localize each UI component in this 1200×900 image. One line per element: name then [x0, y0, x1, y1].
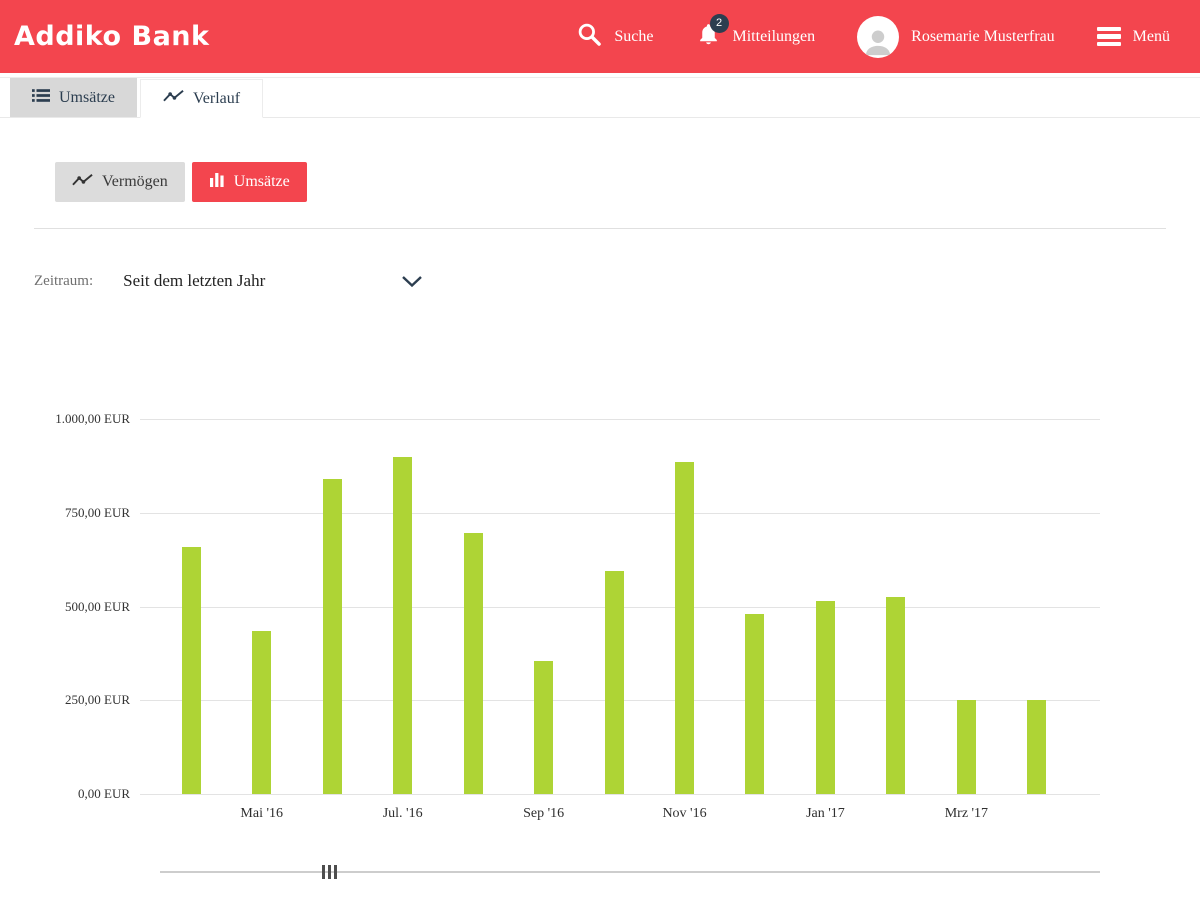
- notifications-button[interactable]: 2 Mitteilungen: [696, 13, 816, 53]
- bar-chart: 1.000,00 EUR 750,00 EUR 500,00 EUR 250,00 E…: [34, 411, 1166, 822]
- x-axis-label: [438, 806, 508, 822]
- umsaetze-toggle-button[interactable]: Umsätze: [191, 162, 307, 202]
- bar-slot: [297, 419, 367, 794]
- scrollbar-track[interactable]: [160, 871, 1100, 873]
- chart-bar: [463, 533, 483, 794]
- gridline: [140, 512, 1100, 514]
- brand-logo: Addiko Bank: [14, 21, 210, 52]
- x-axis-label: Sep '16: [523, 806, 565, 821]
- search-label: Suche: [614, 27, 654, 45]
- x-axis-label: Jul. '16: [382, 806, 423, 821]
- gridline: [140, 419, 1100, 420]
- y-axis-label: 1.000,00 EUR: [55, 411, 130, 426]
- chart-bar: [393, 456, 413, 794]
- trend-icon: [72, 173, 93, 192]
- notifications-badge: 2: [709, 13, 729, 33]
- x-axis-label: [720, 806, 790, 822]
- y-axis-label: 250,00 EUR: [65, 692, 130, 708]
- chart-plot: [140, 419, 1100, 795]
- bell-icon: 2: [696, 13, 729, 53]
- user-menu[interactable]: Rosemarie Musterfrau: [857, 15, 1055, 58]
- y-axis-label: 0,00 EUR: [78, 786, 130, 801]
- tab-label: Verlauf: [192, 89, 241, 107]
- chart-bar: [675, 462, 695, 794]
- main-content: Vermögen Umsätze Zeitraum: Seit dem letz…: [0, 162, 1200, 880]
- x-axis-label: [1002, 806, 1072, 822]
- y-axis-label: 500,00 EUR: [65, 598, 130, 614]
- chart-scrollbar: [160, 864, 1100, 880]
- chart-bar: [815, 600, 835, 794]
- bar-slot: [367, 419, 437, 794]
- trend-icon: [163, 89, 184, 108]
- tab-label: Umsätze: [59, 88, 115, 106]
- zeitraum-label: Zeitraum:: [34, 272, 94, 289]
- zeitraum-select[interactable]: Seit dem letzten Jahr: [123, 271, 423, 291]
- bar-slot: [579, 419, 649, 794]
- scrollbar-grip-handle[interactable]: [320, 865, 339, 879]
- y-axis-label: 750,00 EUR: [65, 504, 130, 520]
- user-name: Rosemarie Musterfrau: [911, 27, 1055, 45]
- bar-slot: [508, 419, 578, 794]
- bar-slot: [790, 419, 860, 794]
- zeitraum-value: Seit dem letzten Jahr: [123, 271, 266, 290]
- tab-bar: Umsätze Verlauf: [0, 78, 1200, 118]
- chart-bar: [181, 546, 201, 794]
- tab-verlauf[interactable]: Verlauf: [139, 79, 264, 118]
- x-axis-label: [861, 806, 931, 822]
- bar-chart-icon: [209, 172, 225, 192]
- chart-bar: [1027, 700, 1047, 794]
- search-button[interactable]: Suche: [576, 21, 654, 52]
- menu-label: Menü: [1132, 27, 1170, 45]
- chart-y-axis: 1.000,00 EUR 750,00 EUR 500,00 EUR 250,00 E…: [34, 411, 140, 801]
- bar-slot: [156, 419, 226, 794]
- bar-slot: [438, 419, 508, 794]
- tab-umsaetze[interactable]: Umsätze: [10, 78, 137, 117]
- chart-x-labels: Mai '16 Jul. '16 Sep '16 Nov '16 Jan '17 Mrz …: [140, 806, 1100, 822]
- bar-slot: [226, 419, 296, 794]
- vermoegen-toggle-button[interactable]: Vermögen: [55, 162, 185, 202]
- toggle-label: Umsätze: [233, 173, 290, 190]
- chart-bars: [140, 419, 1100, 794]
- menu-button[interactable]: Menü: [1096, 26, 1170, 47]
- bar-slot: [1002, 419, 1072, 794]
- header-nav: Suche 2 Mitteilungen Rosemarie Musterfra…: [576, 13, 1170, 58]
- x-axis-label: Jan '17: [806, 806, 845, 821]
- chart-bar: [604, 570, 624, 794]
- chart-type-toggle: Vermögen Umsätze: [55, 162, 1200, 202]
- chart-bar: [534, 660, 554, 794]
- avatar: [857, 15, 900, 58]
- bar-slot: [861, 419, 931, 794]
- x-axis-label: [297, 806, 367, 822]
- header-separator: [0, 73, 1200, 78]
- x-axis-label: Mai '16: [240, 806, 283, 821]
- chevron-down-icon: [401, 275, 423, 288]
- chart-bar: [252, 630, 272, 794]
- notifications-label: Mitteilungen: [732, 27, 816, 45]
- bar-slot: [931, 419, 1001, 794]
- x-axis-label: Nov '16: [662, 806, 707, 821]
- chart-bar: [322, 479, 342, 794]
- app-header: Addiko Bank Suche 2 Mitteilungen: [0, 0, 1200, 73]
- bar-slot: [720, 419, 790, 794]
- search-icon: [576, 21, 602, 52]
- chart-bar: [745, 614, 765, 794]
- x-axis-label: [156, 806, 226, 822]
- hamburger-icon: [1096, 26, 1121, 47]
- gridline: [140, 794, 1100, 795]
- chart-bar: [886, 597, 906, 794]
- divider: [34, 228, 1166, 229]
- x-axis-label: Mrz '17: [944, 806, 989, 821]
- bar-slot: [649, 419, 719, 794]
- toggle-label: Vermögen: [102, 173, 168, 190]
- chart-bar: [956, 700, 976, 794]
- x-axis-label: [579, 806, 649, 822]
- zeitraum-row: Zeitraum: Seit dem letzten Jahr: [34, 271, 1166, 291]
- list-icon: [32, 88, 50, 108]
